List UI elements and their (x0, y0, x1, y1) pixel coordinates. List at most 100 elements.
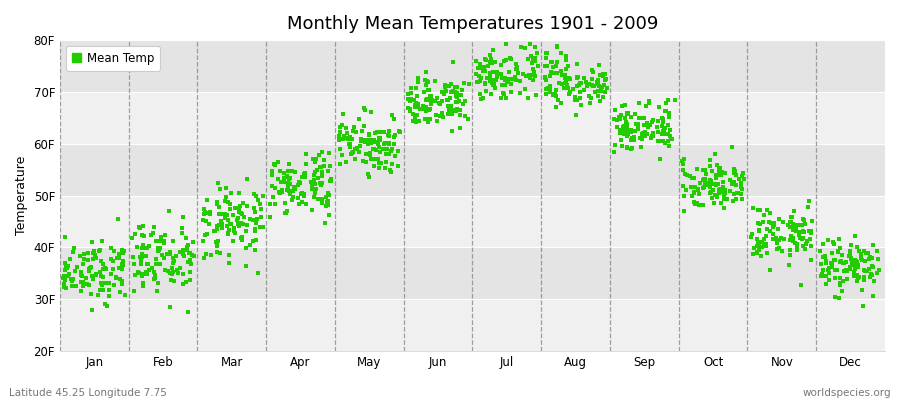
Point (862, 254, 877, 260)
Point (850, 258, 864, 265)
Point (844, 242, 859, 248)
Point (297, 192, 311, 199)
Point (577, 87, 591, 94)
Point (57, 273, 71, 280)
Point (237, 220, 251, 227)
Point (249, 216, 264, 222)
Point (549, 70, 563, 76)
Point (89, 271, 104, 278)
Point (418, 104, 433, 110)
Point (696, 166, 710, 173)
Point (843, 248, 858, 254)
Point (472, 73, 486, 80)
Point (708, 192, 723, 198)
Point (273, 190, 287, 196)
Point (233, 210, 248, 216)
Point (358, 136, 373, 143)
Point (828, 267, 842, 273)
Bar (60, 92, 885, 144)
Point (662, 138, 676, 144)
Point (825, 250, 840, 256)
Point (712, 187, 726, 193)
Point (147, 276, 161, 282)
Point (570, 74, 584, 80)
Point (221, 252, 236, 258)
Point (644, 133, 659, 140)
Point (166, 258, 181, 264)
Point (598, 70, 613, 77)
Point (365, 146, 380, 152)
Point (587, 83, 601, 90)
Point (293, 191, 308, 198)
Point (315, 149, 329, 155)
Point (631, 126, 645, 132)
Point (661, 130, 675, 137)
Point (148, 256, 163, 262)
Point (530, 50, 544, 57)
Point (246, 216, 260, 223)
Point (139, 268, 153, 275)
Point (624, 114, 638, 120)
Point (734, 184, 748, 190)
Point (717, 192, 732, 198)
Point (842, 253, 856, 259)
Point (58, 266, 72, 273)
Point (366, 137, 381, 144)
Point (200, 196, 214, 203)
Point (608, 142, 622, 148)
Point (370, 140, 384, 147)
Point (359, 159, 374, 166)
Point (832, 281, 847, 288)
Point (559, 78, 573, 84)
Point (176, 214, 191, 220)
Point (478, 80, 492, 86)
Point (537, 62, 552, 69)
Point (114, 280, 129, 287)
Point (473, 64, 488, 70)
Point (442, 108, 456, 114)
Point (732, 176, 746, 182)
Point (433, 112, 447, 119)
Point (525, 60, 539, 66)
Point (473, 61, 488, 67)
Point (642, 100, 656, 106)
Point (139, 244, 153, 251)
Point (483, 78, 498, 84)
Point (482, 70, 497, 76)
Point (822, 270, 836, 276)
Point (387, 132, 401, 138)
Point (473, 74, 488, 81)
Point (222, 226, 237, 233)
Point (723, 177, 737, 184)
Point (615, 127, 629, 133)
Point (405, 111, 419, 118)
Bar (60, 299, 885, 351)
Point (580, 83, 594, 90)
Point (785, 224, 799, 231)
Point (212, 186, 227, 192)
Point (66, 276, 80, 282)
Point (487, 78, 501, 84)
Point (763, 267, 778, 274)
Point (848, 266, 862, 272)
Point (453, 106, 467, 113)
Point (484, 91, 499, 98)
Point (584, 81, 598, 88)
Point (510, 66, 525, 72)
Point (386, 116, 400, 122)
Point (239, 263, 254, 269)
Point (788, 208, 802, 214)
Point (132, 254, 147, 260)
Point (703, 184, 717, 191)
Point (420, 79, 435, 86)
Point (80, 281, 94, 287)
Point (419, 78, 434, 84)
Point (322, 212, 337, 219)
Point (307, 176, 321, 183)
Point (723, 188, 737, 194)
Point (186, 253, 201, 259)
Point (128, 231, 142, 237)
Point (804, 243, 818, 249)
Point (675, 183, 689, 190)
Point (199, 251, 213, 258)
